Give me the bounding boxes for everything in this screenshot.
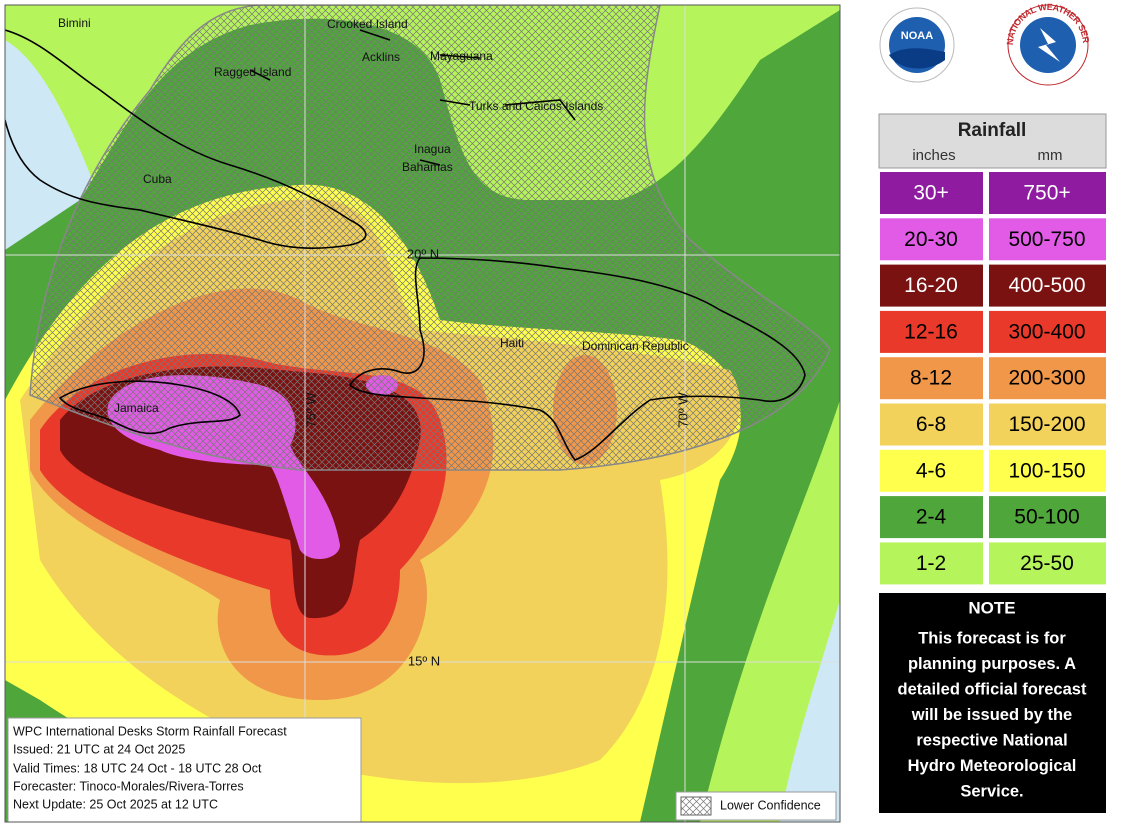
info-line: Valid Times: 18 UTC 24 Oct - 18 UTC 28 O… bbox=[13, 761, 262, 775]
coastline bbox=[348, 257, 806, 461]
legend-swatch bbox=[989, 403, 1106, 446]
note-line: detailed official forecast bbox=[898, 680, 1087, 698]
legend-swatch bbox=[880, 310, 983, 353]
legend-inches: 30+ bbox=[913, 182, 949, 205]
note-line: Service. bbox=[960, 782, 1023, 800]
logo-wave bbox=[889, 48, 945, 69]
logo-disk bbox=[1020, 17, 1076, 73]
hatch-swatch bbox=[680, 796, 712, 816]
coastline bbox=[58, 380, 241, 435]
info-box bbox=[7, 717, 362, 822]
legend-swatch bbox=[880, 357, 983, 400]
water bbox=[780, 600, 840, 822]
place-label: Bimini bbox=[58, 16, 91, 30]
legend-swatch bbox=[989, 310, 1106, 353]
noaa-logo: NOAA bbox=[879, 7, 955, 83]
legend-mm: 750+ bbox=[1023, 182, 1070, 205]
legend-mm: 500-750 bbox=[1008, 228, 1085, 251]
legend-swatch bbox=[880, 449, 983, 492]
note-title: NOTE bbox=[968, 598, 1015, 617]
legend-inches: 1-2 bbox=[916, 552, 946, 575]
legend-inches: 2-4 bbox=[916, 506, 947, 529]
place-label: Jamaica bbox=[114, 401, 159, 415]
legend-swatch bbox=[989, 542, 1106, 585]
place-label: Ragged Island bbox=[214, 65, 291, 79]
legend-mm: 25-50 bbox=[1020, 552, 1074, 575]
legend-swatch bbox=[880, 542, 983, 585]
legend-swatch bbox=[880, 403, 983, 446]
lower-confidence-area bbox=[29, 5, 831, 471]
note-line: Hydro Meteorological bbox=[908, 757, 1077, 775]
legend-inches: 8-12 bbox=[910, 367, 952, 390]
legend: Rainfall inches mm 30+ 750+ 20-30 500-750 16… bbox=[878, 113, 1107, 585]
legend-mm: 150-200 bbox=[1008, 413, 1085, 436]
note-text: This forecast is for planning purposes. A… bbox=[898, 629, 1087, 800]
legend-mm: 200-300 bbox=[1008, 367, 1085, 390]
info-line: Issued: 21 UTC at 24 Oct 2025 bbox=[13, 742, 185, 756]
coastline bbox=[5, 29, 367, 250]
legend-inches: 16-20 bbox=[904, 274, 958, 297]
hatch-legend-label: Lower Confidence bbox=[720, 798, 821, 812]
legend-swatch bbox=[880, 264, 983, 307]
info-line: Forecaster: Tinoco-Morales/Rivera-Torres bbox=[13, 779, 244, 793]
place-label: Cuba bbox=[143, 172, 172, 186]
place-label: Mayaguana bbox=[430, 49, 493, 63]
legend-unit: inches bbox=[912, 147, 955, 164]
legend-swatch bbox=[989, 264, 1106, 307]
legend-swatch bbox=[880, 172, 983, 214]
place-label: Bahamas bbox=[402, 160, 453, 174]
legend-mm: 100-150 bbox=[1008, 459, 1085, 482]
graticule-label: 70º W bbox=[675, 392, 690, 428]
legend-swatch bbox=[989, 172, 1106, 214]
legend-swatch bbox=[989, 496, 1106, 539]
graticule-label: 20º N bbox=[407, 246, 439, 261]
legend-inches: 20-30 bbox=[904, 228, 958, 251]
legend-swatch bbox=[880, 496, 983, 539]
legend-header bbox=[878, 113, 1107, 169]
legend-mm: 300-400 bbox=[1008, 320, 1085, 343]
legend-swatch bbox=[989, 357, 1106, 400]
place-label: Acklins bbox=[362, 50, 400, 64]
legend-swatch bbox=[880, 218, 983, 261]
place-label: Haiti bbox=[500, 336, 524, 350]
place-label: Dominican Republic bbox=[582, 339, 689, 353]
info-line: WPC International Desks Storm Rainfall F… bbox=[13, 724, 287, 738]
note-line: will be issued by the bbox=[911, 706, 1072, 724]
graticule-label: 15º N bbox=[408, 653, 440, 668]
logo-text: NOAA bbox=[901, 30, 933, 42]
map-frame bbox=[4, 4, 841, 823]
note-line: planning purposes. A bbox=[908, 655, 1076, 673]
map: Bimini Crooked Island Acklins Mayaguana … bbox=[5, 5, 840, 822]
legend-inches: 6-8 bbox=[916, 413, 946, 436]
place-label: Turks and Caicos Islands bbox=[469, 99, 603, 113]
legend-swatch bbox=[989, 218, 1106, 261]
legend-swatch bbox=[989, 449, 1106, 492]
legend-title: Rainfall bbox=[958, 120, 1027, 141]
note-line: respective National bbox=[916, 731, 1067, 749]
note-line: This forecast is for bbox=[918, 629, 1066, 647]
note-box bbox=[879, 593, 1106, 813]
legend-inches: 12-16 bbox=[904, 320, 958, 343]
place-label: Crooked Island bbox=[327, 17, 408, 31]
coastline bbox=[249, 29, 576, 166]
legend-mm: 50-100 bbox=[1014, 506, 1079, 529]
place-label: Inagua bbox=[414, 142, 451, 156]
legend-unit: mm bbox=[1038, 147, 1063, 164]
legend-mm: 400-500 bbox=[1008, 274, 1085, 297]
graticule-label: 75º W bbox=[303, 392, 318, 428]
info-line: Next Update: 25 Oct 2025 at 12 UTC bbox=[13, 797, 218, 811]
legend-inches: 4-6 bbox=[916, 459, 946, 482]
